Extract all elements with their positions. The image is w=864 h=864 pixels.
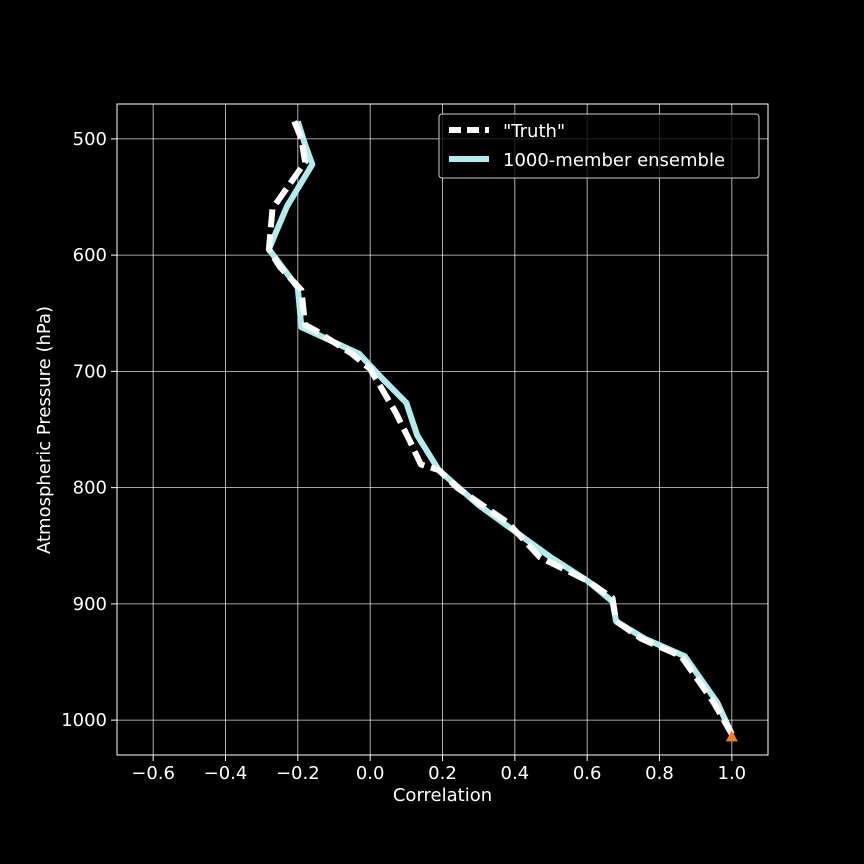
x-tick-label: −0.2 (276, 763, 320, 784)
y-axis-title: Atmospheric Pressure (hPa) (34, 306, 55, 554)
y-tick-label: 500 (73, 129, 107, 150)
x-axis-title: Correlation (393, 785, 492, 806)
x-tick-label: −0.4 (204, 763, 248, 784)
x-tick-label: 0.8 (645, 763, 674, 784)
axis-ticks: −0.6 −0.4 −0.2 0.0 0.2 0.4 0.6 0.8 1.0 500 600 700 8… (61, 129, 746, 784)
y-tick-label: 900 (73, 594, 107, 615)
y-tick-label: 800 (73, 478, 107, 499)
legend-label-truth: "Truth" (503, 121, 565, 142)
x-tick-label: 0.4 (501, 763, 530, 784)
x-tick-label: 1.0 (718, 763, 747, 784)
series-lines (265, 120, 735, 736)
truth-series-line (265, 120, 735, 736)
legend-label-ensemble: 1000-member ensemble (503, 150, 725, 171)
surface-marker (725, 730, 738, 742)
y-tick-label: 700 (73, 361, 107, 382)
grid-lines (117, 104, 768, 755)
y-tick-label: 600 (73, 245, 107, 266)
x-tick-label: 0.6 (573, 763, 602, 784)
legend: "Truth" 1000-member ensemble (438, 113, 760, 179)
x-tick-label: 0.0 (356, 763, 385, 784)
surface-triangle-marker (725, 730, 738, 742)
legend-box (438, 113, 760, 179)
x-tick-label: 0.2 (428, 763, 457, 784)
y-tick-label: 1000 (61, 710, 107, 731)
ensemble-series-line (265, 120, 735, 736)
x-tick-label: −0.6 (131, 763, 175, 784)
